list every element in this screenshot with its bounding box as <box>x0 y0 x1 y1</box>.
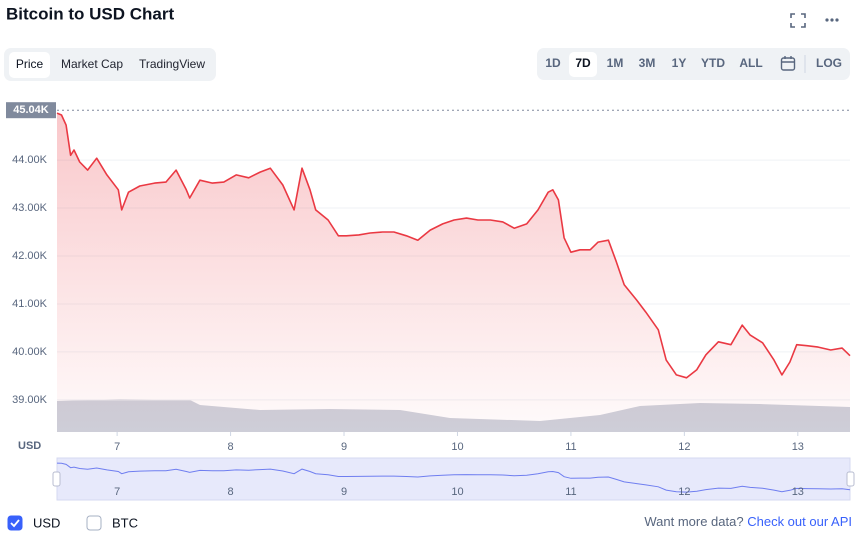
range-button[interactable]: YTD <box>701 56 725 70</box>
range-button[interactable]: 1M <box>607 56 624 70</box>
y-tick-label: 42.00K <box>12 250 48 262</box>
price-line <box>56 112 851 379</box>
y-tick-label: 41.00K <box>12 298 48 310</box>
navigator-label: 11 <box>565 486 576 498</box>
x-tick-label: 7 <box>114 441 120 453</box>
fullscreen-icon[interactable] <box>790 13 806 28</box>
range-button[interactable]: 3M <box>639 56 656 70</box>
active-range <box>569 52 597 77</box>
navigator-handle[interactable] <box>52 471 61 487</box>
price-area <box>57 113 850 432</box>
tab[interactable]: TradingView <box>139 57 205 71</box>
navigator-label: 10 <box>451 486 463 498</box>
navigator-label: 9 <box>341 486 347 498</box>
prompt-text: Want more data? <box>644 514 747 529</box>
y-tick-label: 43.00K <box>12 202 48 214</box>
checkbox[interactable] <box>86 515 102 531</box>
y-tick-label: 44.00K <box>12 154 48 166</box>
y-tick-label: 40.00K <box>12 346 48 358</box>
x-tick-label: 11 <box>565 441 576 453</box>
calendar-icon[interactable] <box>780 56 796 71</box>
y-tick-label: 39.00K <box>12 394 48 406</box>
range-button[interactable]: 7D <box>575 56 591 70</box>
x-tick-label: 12 <box>678 441 690 453</box>
checkmark <box>10 519 20 528</box>
x-tick-label: 10 <box>451 441 463 453</box>
tab[interactable]: Market Cap <box>61 57 123 71</box>
api-prompt: Want more data? Check out our API <box>644 514 852 529</box>
navigator-line <box>56 462 851 493</box>
range-button[interactable]: 1Y <box>672 56 687 70</box>
range-button[interactable]: 1D <box>545 56 561 70</box>
navigator[interactable] <box>56 457 851 501</box>
tab-group <box>4 48 216 81</box>
tab[interactable]: Price <box>16 57 44 71</box>
currency-label: USD <box>33 515 60 530</box>
y-unit: USD <box>18 440 41 452</box>
x-tick-label: 13 <box>792 441 804 453</box>
navigator-label: 7 <box>114 486 120 498</box>
range-button[interactable]: ALL <box>739 56 762 70</box>
navigator-handle[interactable] <box>846 471 855 487</box>
navigator-label: 8 <box>228 486 234 498</box>
range-group <box>537 48 850 80</box>
more-icon[interactable] <box>825 18 839 22</box>
navigator-label: 13 <box>792 486 804 498</box>
currency-label: BTC <box>112 515 138 530</box>
price-marker-label: 45.04K <box>13 104 49 116</box>
checkbox[interactable] <box>7 515 23 531</box>
x-tick-label: 9 <box>341 441 347 453</box>
price-marker-box <box>6 102 56 119</box>
navigator-label: 12 <box>678 486 690 498</box>
active-tab <box>9 52 50 78</box>
title: Bitcoin to USD Chart <box>6 4 174 23</box>
x-tick-label: 8 <box>228 441 234 453</box>
api-link[interactable]: Check out our API <box>747 514 852 529</box>
log-button[interactable]: LOG <box>816 56 842 70</box>
